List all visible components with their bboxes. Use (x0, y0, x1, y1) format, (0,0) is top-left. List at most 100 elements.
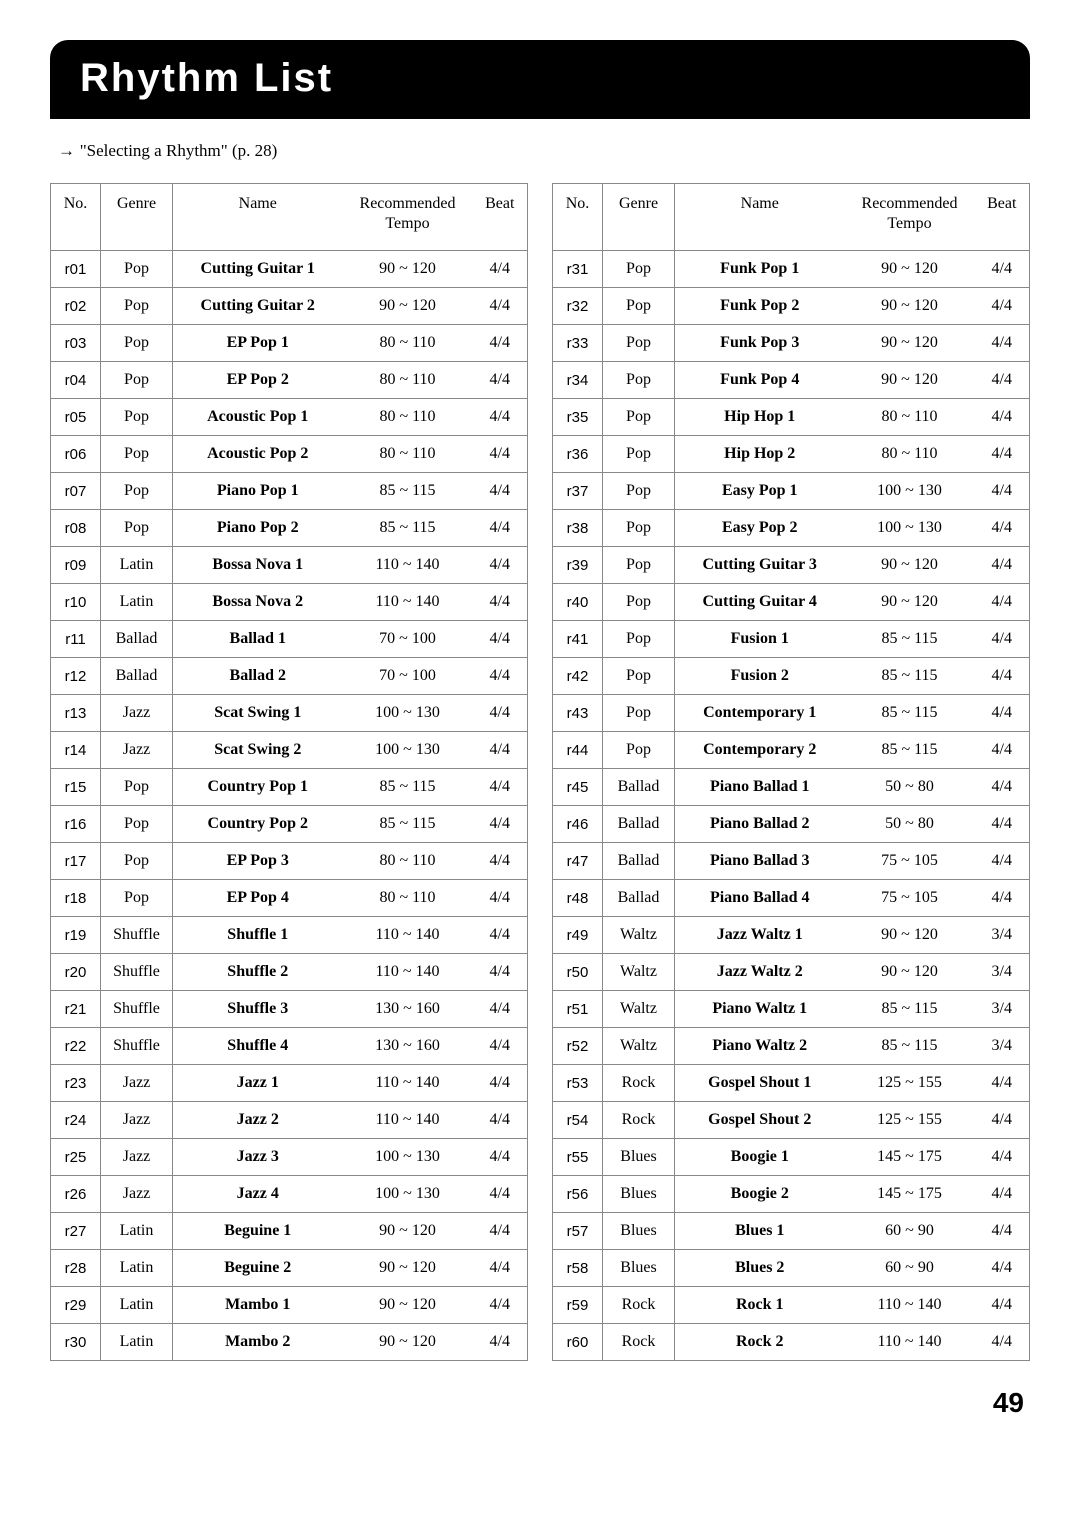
table-row: r10LatinBossa Nova 2110 ~ 1404/4 (51, 584, 528, 621)
cell-name: Funk Pop 3 (675, 325, 845, 362)
cell-name: Piano Pop 2 (173, 510, 343, 547)
table-row: r29LatinMambo 190 ~ 1204/4 (51, 1287, 528, 1324)
cell-beat: 4/4 (473, 1287, 528, 1324)
cell-genre: Pop (101, 362, 173, 399)
cell-beat: 4/4 (975, 621, 1030, 658)
table-row: r46BalladPiano Ballad 250 ~ 804/4 (553, 806, 1030, 843)
cell-genre: Pop (101, 473, 173, 510)
cell-no: r19 (51, 917, 101, 954)
cell-beat: 4/4 (473, 1176, 528, 1213)
cell-name: Piano Pop 1 (173, 473, 343, 510)
table-row: r09LatinBossa Nova 1110 ~ 1404/4 (51, 547, 528, 584)
table-row: r31PopFunk Pop 190 ~ 1204/4 (553, 251, 1030, 288)
cell-beat: 4/4 (473, 1028, 528, 1065)
cell-name: Gospel Shout 2 (675, 1102, 845, 1139)
cell-no: r03 (51, 325, 101, 362)
cell-beat: 4/4 (473, 1250, 528, 1287)
cell-beat: 4/4 (473, 399, 528, 436)
table-row: r43PopContemporary 185 ~ 1154/4 (553, 695, 1030, 732)
cell-no: r38 (553, 510, 603, 547)
cell-genre: Waltz (603, 991, 675, 1028)
cell-tempo: 50 ~ 80 (845, 806, 975, 843)
cell-tempo: 85 ~ 115 (343, 473, 473, 510)
header-no: No. (553, 184, 603, 251)
cell-name: Shuffle 4 (173, 1028, 343, 1065)
cell-tempo: 100 ~ 130 (343, 732, 473, 769)
table-row: r51WaltzPiano Waltz 185 ~ 1153/4 (553, 991, 1030, 1028)
cell-genre: Jazz (101, 695, 173, 732)
cell-tempo: 125 ~ 155 (845, 1065, 975, 1102)
cell-tempo: 90 ~ 120 (845, 584, 975, 621)
cell-genre: Pop (101, 510, 173, 547)
cell-beat: 4/4 (975, 1102, 1030, 1139)
cell-no: r52 (553, 1028, 603, 1065)
cell-beat: 4/4 (975, 732, 1030, 769)
cell-genre: Rock (603, 1324, 675, 1361)
cell-beat: 4/4 (975, 473, 1030, 510)
cell-name: Rock 1 (675, 1287, 845, 1324)
cell-name: Gospel Shout 1 (675, 1065, 845, 1102)
table-row: r19ShuffleShuffle 1110 ~ 1404/4 (51, 917, 528, 954)
cell-genre: Latin (101, 1287, 173, 1324)
cell-beat: 4/4 (975, 843, 1030, 880)
cell-tempo: 85 ~ 115 (845, 658, 975, 695)
cell-genre: Latin (101, 1213, 173, 1250)
cell-name: Boogie 2 (675, 1176, 845, 1213)
cell-no: r37 (553, 473, 603, 510)
table-row: r45BalladPiano Ballad 150 ~ 804/4 (553, 769, 1030, 806)
cell-tempo: 145 ~ 175 (845, 1139, 975, 1176)
header-beat: Beat (975, 184, 1030, 251)
cell-no: r10 (51, 584, 101, 621)
cell-genre: Pop (101, 436, 173, 473)
cell-no: r02 (51, 288, 101, 325)
cell-no: r12 (51, 658, 101, 695)
cell-name: Piano Ballad 3 (675, 843, 845, 880)
cell-no: r50 (553, 954, 603, 991)
cell-no: r33 (553, 325, 603, 362)
cell-beat: 4/4 (473, 510, 528, 547)
cell-tempo: 85 ~ 115 (343, 510, 473, 547)
cell-genre: Pop (603, 473, 675, 510)
cell-name: Jazz Waltz 1 (675, 917, 845, 954)
cell-genre: Blues (603, 1250, 675, 1287)
cell-tempo: 80 ~ 110 (343, 843, 473, 880)
cell-genre: Ballad (603, 880, 675, 917)
table-row: r24JazzJazz 2110 ~ 1404/4 (51, 1102, 528, 1139)
table-row: r25JazzJazz 3100 ~ 1304/4 (51, 1139, 528, 1176)
table-row: r01PopCutting Guitar 190 ~ 1204/4 (51, 251, 528, 288)
cell-no: r31 (553, 251, 603, 288)
cell-tempo: 145 ~ 175 (845, 1176, 975, 1213)
cell-genre: Pop (603, 399, 675, 436)
cell-tempo: 85 ~ 115 (845, 695, 975, 732)
cell-name: Cutting Guitar 2 (173, 288, 343, 325)
cell-beat: 4/4 (473, 658, 528, 695)
cell-tempo: 100 ~ 130 (343, 1139, 473, 1176)
cell-beat: 4/4 (473, 584, 528, 621)
cell-tempo: 110 ~ 140 (845, 1287, 975, 1324)
cell-genre: Blues (603, 1176, 675, 1213)
cell-genre: Pop (603, 695, 675, 732)
cell-name: Boogie 1 (675, 1139, 845, 1176)
cell-tempo: 100 ~ 130 (845, 510, 975, 547)
cell-name: Scat Swing 2 (173, 732, 343, 769)
cell-genre: Pop (603, 251, 675, 288)
table-row: r52WaltzPiano Waltz 285 ~ 1153/4 (553, 1028, 1030, 1065)
cell-name: Cutting Guitar 4 (675, 584, 845, 621)
cell-tempo: 110 ~ 140 (343, 954, 473, 991)
cell-tempo: 60 ~ 90 (845, 1213, 975, 1250)
header-genre: Genre (603, 184, 675, 251)
cell-no: r23 (51, 1065, 101, 1102)
cell-genre: Jazz (101, 1102, 173, 1139)
cell-genre: Ballad (603, 769, 675, 806)
cell-genre: Latin (101, 584, 173, 621)
cell-genre: Pop (603, 325, 675, 362)
cell-tempo: 90 ~ 120 (845, 325, 975, 362)
table-row: r34PopFunk Pop 490 ~ 1204/4 (553, 362, 1030, 399)
cell-name: Funk Pop 2 (675, 288, 845, 325)
cell-name: EP Pop 2 (173, 362, 343, 399)
cell-no: r21 (51, 991, 101, 1028)
cell-name: Piano Ballad 2 (675, 806, 845, 843)
cell-tempo: 90 ~ 120 (343, 1213, 473, 1250)
table-row: r54RockGospel Shout 2125 ~ 1554/4 (553, 1102, 1030, 1139)
table-row: r08PopPiano Pop 285 ~ 1154/4 (51, 510, 528, 547)
